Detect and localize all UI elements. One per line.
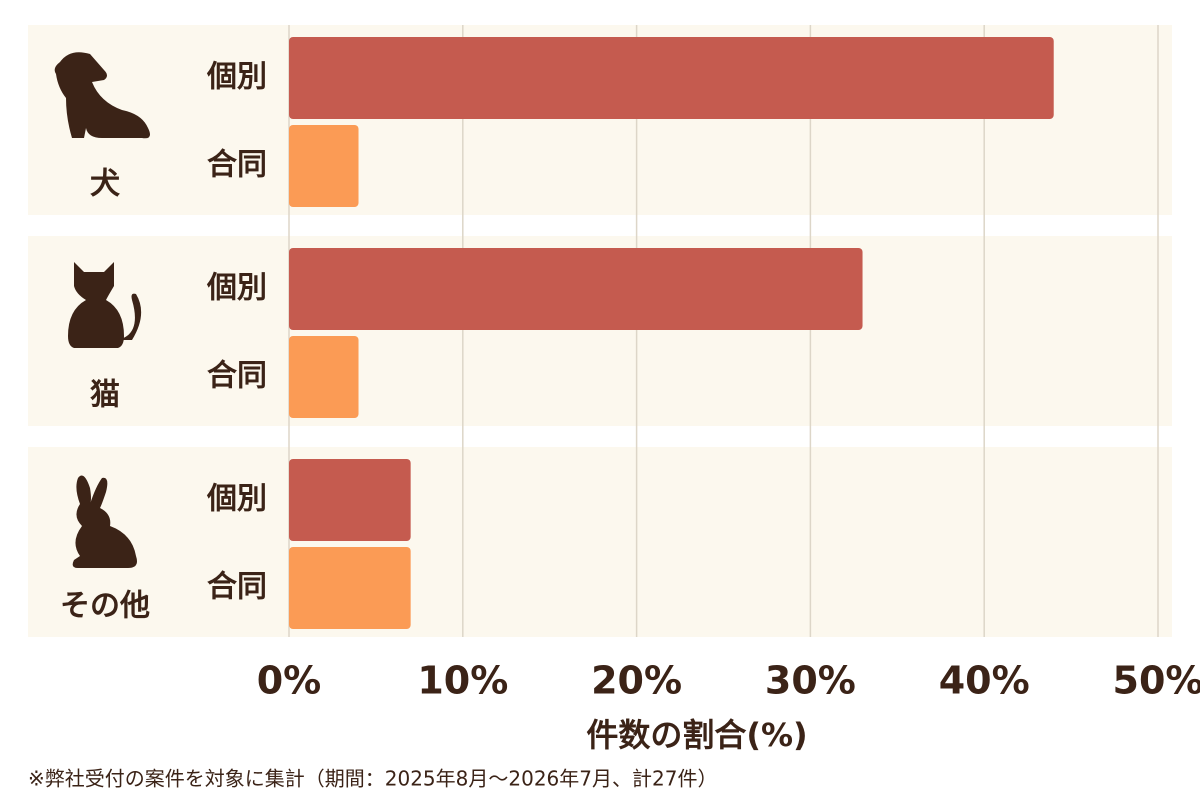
series-label: 個別 — [206, 482, 267, 517]
x-axis-title: 件数の割合(%) — [586, 716, 807, 754]
x-tick-label: 20% — [591, 659, 682, 703]
series-label: 合同 — [207, 570, 267, 605]
category-panel — [28, 447, 1172, 637]
bar — [289, 459, 411, 541]
cat-icon — [68, 262, 142, 348]
bar — [289, 547, 411, 629]
x-tick-label: 50% — [1113, 659, 1200, 703]
x-tick-label: 0% — [257, 659, 322, 703]
x-tick-label: 10% — [417, 659, 508, 703]
x-tick-label: 30% — [765, 659, 856, 703]
dog-icon — [54, 52, 150, 139]
category-label: その他 — [60, 589, 150, 624]
footnote: ※弊社受付の案件を対象に集計（期間：2025年8月～2026年7月、計27件） — [28, 767, 717, 791]
series-label: 個別 — [206, 271, 267, 306]
series-label: 合同 — [207, 359, 267, 394]
x-tick-label: 40% — [939, 659, 1030, 703]
series-label: 個別 — [206, 60, 267, 95]
category-label: 猫 — [90, 378, 120, 413]
category-label: 犬 — [90, 167, 120, 202]
series-label: 合同 — [207, 148, 267, 183]
bar — [289, 248, 863, 330]
bar — [289, 37, 1054, 119]
bar — [289, 336, 359, 418]
rabbit-icon — [72, 475, 137, 568]
icons — [54, 52, 150, 568]
bar — [289, 125, 359, 207]
